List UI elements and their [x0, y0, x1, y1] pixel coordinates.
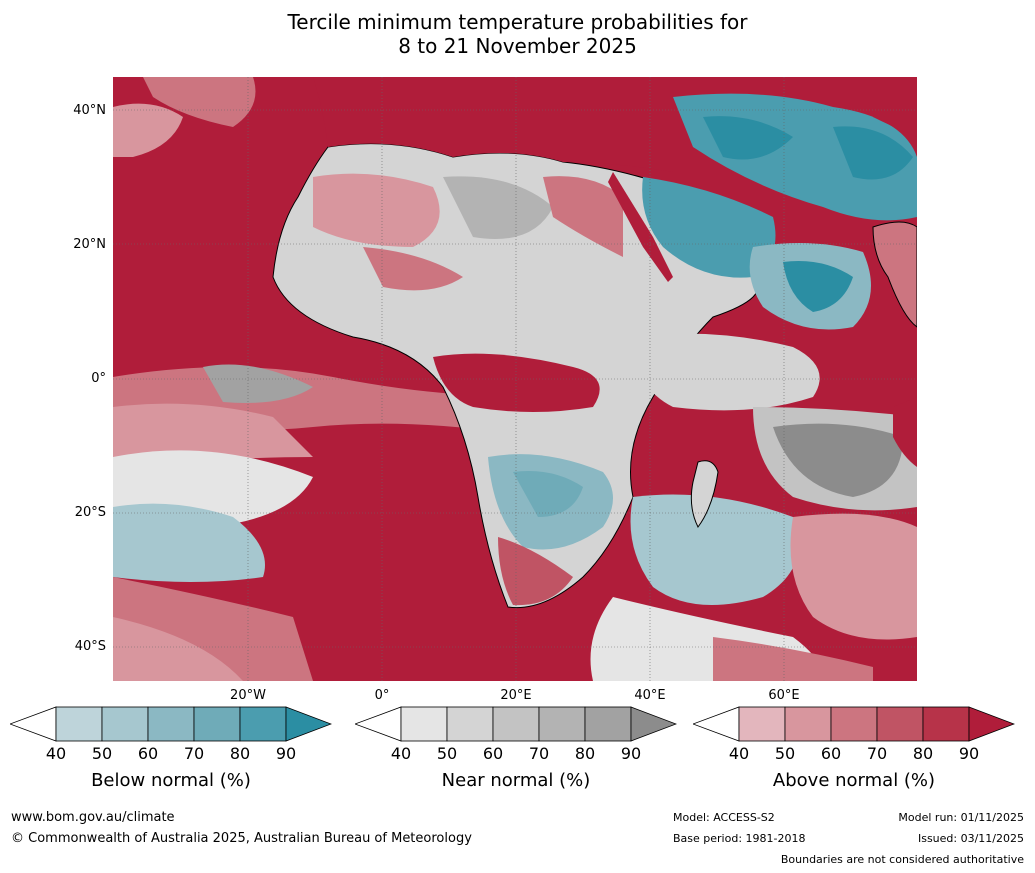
colorbar-below-normal-label: Below normal (%): [91, 770, 251, 791]
colorbar-near-normal-label: Near normal (%): [441, 770, 591, 791]
tick-label: 90: [958, 744, 980, 763]
tick-label: 40: [45, 744, 67, 763]
colorbar-swatch: [968, 706, 1016, 742]
tick-label: 40: [390, 744, 412, 763]
region-shape: [713, 637, 873, 681]
tick-label: 60: [482, 744, 504, 763]
tick-label: 50: [436, 744, 458, 763]
tick-label: 50: [774, 744, 796, 763]
region-shape: [543, 176, 623, 257]
region-shape: [608, 172, 673, 282]
map-title: Tercile minimum temperature probabilitie…: [0, 10, 1035, 58]
region-shape: [642, 177, 776, 278]
region-shape: [113, 103, 183, 157]
tick-label: 70: [528, 744, 550, 763]
colorbar-swatch: [738, 706, 786, 742]
region-shape: [313, 77, 673, 172]
model-text: Model: ACCESS-S2: [673, 811, 775, 824]
lon-label-20e: 20°E: [500, 688, 532, 703]
colorbar-swatch: [193, 706, 241, 742]
probability-map: [113, 77, 917, 681]
india-land: [872, 221, 917, 328]
lat-label-20n: 20°N: [73, 237, 106, 252]
region-shape: [633, 333, 820, 411]
colorbar-swatch: [922, 706, 970, 742]
lon-label-40e: 40°E: [634, 688, 666, 703]
region-shape: [113, 503, 265, 582]
region-shape: [773, 423, 903, 497]
lon-label-20w: 20°W: [230, 688, 266, 703]
tick-label: 70: [183, 744, 205, 763]
tick-label: 60: [820, 744, 842, 763]
colorbar-swatch: [492, 706, 540, 742]
lat-label-40s: 40°S: [74, 639, 106, 654]
colorbar-swatch: [55, 706, 103, 742]
title-line-1: Tercile minimum temperature probabilitie…: [287, 10, 748, 34]
region-shape: [363, 247, 463, 291]
region-shape: [873, 97, 917, 137]
colorbar-swatch: [239, 706, 287, 742]
region-shape: [433, 353, 600, 412]
tick-label: 60: [137, 744, 159, 763]
model-run-text: Model run: 01/11/2025: [898, 811, 1024, 824]
base-period-text: Base period: 1981-2018: [673, 832, 806, 845]
tick-label: 40: [728, 744, 750, 763]
colorbar-swatch: [784, 706, 832, 742]
issued-text: Issued: 03/11/2025: [917, 832, 1024, 845]
colorbar-swatch: [400, 706, 448, 742]
colorbar-above-normal: 40 50 60 70 80 90 Above normal (%): [691, 706, 1016, 791]
region-shape: [143, 77, 256, 127]
lat-label-0: 0°: [91, 371, 106, 386]
lat-label-20s: 20°S: [74, 505, 106, 520]
region-shape: [630, 494, 799, 605]
tick-label: 90: [275, 744, 297, 763]
colorbar-swatch: [101, 706, 149, 742]
region-shape: [833, 126, 913, 180]
colorbar-swatch: [147, 706, 195, 742]
title-line-2: 8 to 21 November 2025: [398, 34, 637, 58]
colorbar-swatch: [876, 706, 924, 742]
region-shape: [113, 617, 243, 681]
region-shape: [790, 513, 917, 640]
graticule: [113, 77, 917, 681]
region-shape: [313, 173, 440, 247]
colorbar-swatch: [538, 706, 586, 742]
lon-label-60e: 60°E: [768, 688, 800, 703]
tick-label: 80: [912, 744, 934, 763]
tick-label: 80: [229, 744, 251, 763]
disclaimer-text: Boundaries are not considered authoritat…: [780, 853, 1024, 866]
colorbar-near-normal: 40 50 60 70 80 90 Near normal (%): [353, 706, 678, 791]
colorbar-swatch: [446, 706, 494, 742]
colorbar-below-normal-swatches: [8, 706, 333, 742]
colorbar-swatch: [285, 706, 333, 742]
lat-label-40n: 40°N: [73, 103, 106, 118]
region-shape: [893, 397, 917, 467]
colorbar-swatch: [630, 706, 678, 742]
region-shape: [443, 176, 553, 239]
region-shape: [783, 261, 853, 312]
copyright-text: © Commonwealth of Australia 2025, Austra…: [11, 831, 472, 846]
tick-label: 50: [91, 744, 113, 763]
map-canvas: [113, 77, 917, 681]
lon-label-0: 0°: [374, 688, 390, 703]
tick-label: 80: [574, 744, 596, 763]
region-shape: [703, 116, 793, 160]
colorbar-above-normal-swatches: [691, 706, 1016, 742]
colorbar-swatch: [584, 706, 632, 742]
website-link[interactable]: www.bom.gov.au/climate: [11, 810, 175, 825]
colorbar-below-normal: 40 50 60 70 80 90 Below normal (%): [8, 706, 333, 791]
madagascar-land: [690, 460, 719, 528]
colorbar-swatch: [830, 706, 878, 742]
tick-label: 90: [620, 744, 642, 763]
colorbar-above-normal-label: Above normal (%): [772, 770, 936, 791]
colorbar-near-normal-swatches: [353, 706, 678, 742]
region-shape: [513, 471, 583, 517]
region-shape: [203, 364, 313, 403]
region-shape: [498, 537, 573, 606]
tick-label: 70: [866, 744, 888, 763]
